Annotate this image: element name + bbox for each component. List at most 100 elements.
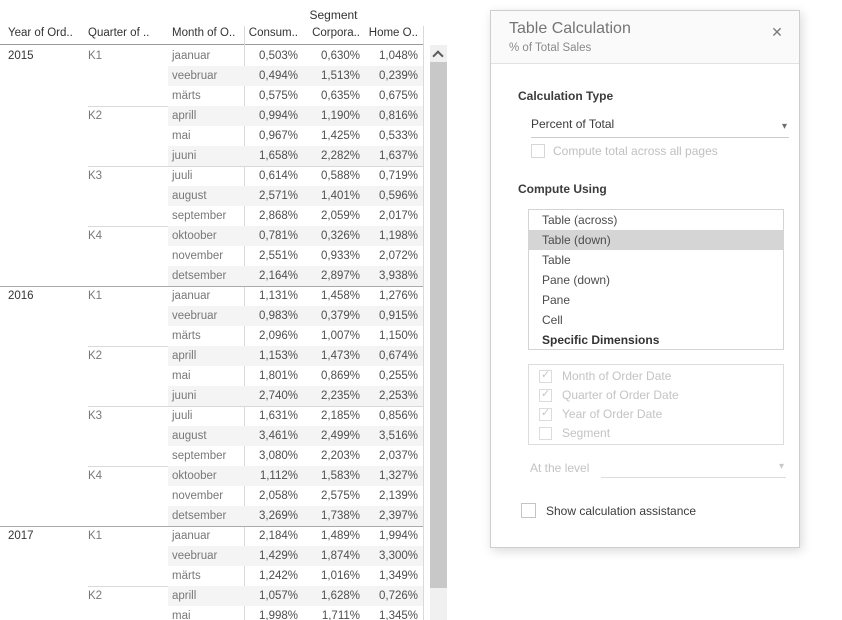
corporate-value-cell[interactable]: 1,458% bbox=[320, 290, 360, 302]
month-cell[interactable]: november bbox=[172, 250, 224, 262]
column-header-quarter[interactable]: Quarter of .. bbox=[88, 27, 150, 39]
corporate-value-cell[interactable]: 1,190% bbox=[320, 110, 360, 122]
year-cell[interactable]: 2015 bbox=[8, 50, 34, 62]
home-office-value-cell[interactable]: 2,017% bbox=[378, 210, 418, 222]
home-office-value-cell[interactable]: 0,239% bbox=[378, 70, 418, 82]
home-office-value-cell[interactable]: 0,856% bbox=[378, 410, 418, 422]
home-office-value-cell[interactable]: 1,327% bbox=[378, 470, 418, 482]
consumer-value-cell[interactable]: 2,058% bbox=[258, 490, 298, 502]
corporate-value-cell[interactable]: 1,738% bbox=[320, 510, 360, 522]
month-cell[interactable]: mai bbox=[172, 610, 191, 620]
consumer-value-cell[interactable]: 1,131% bbox=[258, 290, 298, 302]
consumer-value-cell[interactable]: 1,658% bbox=[258, 150, 298, 162]
quarter-cell[interactable]: K2 bbox=[88, 590, 103, 602]
consumer-value-cell[interactable]: 2,571% bbox=[258, 190, 298, 202]
corporate-value-cell[interactable]: 0,630% bbox=[320, 50, 360, 62]
compute-using-option[interactable]: Table bbox=[542, 253, 571, 267]
quarter-cell[interactable]: K4 bbox=[88, 470, 103, 482]
corporate-value-cell[interactable]: 1,489% bbox=[320, 530, 360, 542]
month-cell[interactable]: november bbox=[172, 490, 224, 502]
consumer-value-cell[interactable]: 3,269% bbox=[258, 510, 298, 522]
quarter-cell[interactable]: K4 bbox=[88, 230, 103, 242]
month-cell[interactable]: jaanuar bbox=[172, 530, 211, 542]
consumer-value-cell[interactable]: 1,801% bbox=[258, 370, 298, 382]
consumer-value-cell[interactable]: 3,461% bbox=[258, 430, 298, 442]
corporate-value-cell[interactable]: 0,588% bbox=[320, 170, 360, 182]
corporate-value-cell[interactable]: 1,007% bbox=[320, 330, 360, 342]
compute-using-list[interactable]: Table (across) Table (down) Table Pane (dow… bbox=[528, 209, 784, 350]
calculation-type-dropdown[interactable]: Percent of Total ▾ bbox=[531, 113, 789, 138]
consumer-value-cell[interactable]: 0,575% bbox=[258, 90, 298, 102]
home-office-value-cell[interactable]: 1,048% bbox=[378, 50, 418, 62]
home-office-value-cell[interactable]: 0,674% bbox=[378, 350, 418, 362]
compute-using-option[interactable]: Specific Dimensions bbox=[542, 333, 660, 347]
column-header-home-office[interactable]: Home O.. bbox=[368, 27, 418, 39]
corporate-value-cell[interactable]: 0,933% bbox=[320, 250, 360, 262]
month-cell[interactable]: juuli bbox=[172, 410, 193, 422]
quarter-cell[interactable]: K2 bbox=[88, 350, 103, 362]
compute-using-option[interactable]: Table (down) bbox=[529, 230, 783, 250]
compute-using-option[interactable]: Pane (down) bbox=[542, 273, 611, 287]
compute-using-option[interactable]: Cell bbox=[542, 313, 563, 327]
column-header-year[interactable]: Year of Ord.. bbox=[8, 27, 73, 39]
home-office-value-cell[interactable]: 0,915% bbox=[378, 310, 418, 322]
consumer-value-cell[interactable]: 0,781% bbox=[258, 230, 298, 242]
home-office-value-cell[interactable]: 0,533% bbox=[378, 130, 418, 142]
home-office-value-cell[interactable]: 0,596% bbox=[378, 190, 418, 202]
month-cell[interactable]: detsember bbox=[172, 510, 227, 522]
corporate-value-cell[interactable]: 2,203% bbox=[320, 450, 360, 462]
corporate-value-cell[interactable]: 0,869% bbox=[320, 370, 360, 382]
month-cell[interactable]: aprill bbox=[172, 350, 197, 362]
home-office-value-cell[interactable]: 3,938% bbox=[378, 270, 418, 282]
corporate-value-cell[interactable]: 1,473% bbox=[320, 350, 360, 362]
corporate-value-cell[interactable]: 2,282% bbox=[320, 150, 360, 162]
corporate-value-cell[interactable]: 2,575% bbox=[320, 490, 360, 502]
corporate-value-cell[interactable]: 1,425% bbox=[320, 130, 360, 142]
scrollbar-thumb[interactable] bbox=[430, 62, 447, 588]
compute-using-option[interactable]: Table (across) bbox=[542, 213, 618, 227]
quarter-cell[interactable]: K1 bbox=[88, 50, 103, 62]
month-cell[interactable]: september bbox=[172, 450, 227, 462]
scroll-up-button[interactable] bbox=[430, 45, 447, 62]
home-office-value-cell[interactable]: 1,637% bbox=[378, 150, 418, 162]
consumer-value-cell[interactable]: 2,164% bbox=[258, 270, 298, 282]
column-header-month[interactable]: Month of O.. bbox=[172, 27, 236, 39]
year-cell[interactable]: 2016 bbox=[8, 290, 34, 302]
corporate-value-cell[interactable]: 1,016% bbox=[320, 570, 360, 582]
consumer-value-cell[interactable]: 1,998% bbox=[258, 610, 298, 620]
month-cell[interactable]: oktoober bbox=[172, 230, 217, 242]
month-cell[interactable]: oktoober bbox=[172, 470, 217, 482]
close-icon[interactable]: ✕ bbox=[771, 24, 783, 40]
month-cell[interactable]: märts bbox=[172, 330, 201, 342]
quarter-cell[interactable]: K3 bbox=[88, 170, 103, 182]
quarter-cell[interactable]: K2 bbox=[88, 110, 103, 122]
vertical-scrollbar[interactable] bbox=[430, 45, 447, 620]
consumer-value-cell[interactable]: 0,967% bbox=[258, 130, 298, 142]
month-cell[interactable]: august bbox=[172, 430, 207, 442]
home-office-value-cell[interactable]: 2,253% bbox=[378, 390, 418, 402]
consumer-value-cell[interactable]: 1,153% bbox=[258, 350, 298, 362]
month-cell[interactable]: märts bbox=[172, 90, 201, 102]
home-office-value-cell[interactable]: 0,726% bbox=[378, 590, 418, 602]
month-cell[interactable]: jaanuar bbox=[172, 50, 211, 62]
consumer-value-cell[interactable]: 1,057% bbox=[258, 590, 298, 602]
month-cell[interactable]: veebruar bbox=[172, 550, 218, 562]
consumer-value-cell[interactable]: 2,868% bbox=[258, 210, 298, 222]
consumer-value-cell[interactable]: 2,740% bbox=[258, 390, 298, 402]
consumer-value-cell[interactable]: 0,994% bbox=[258, 110, 298, 122]
month-cell[interactable]: mai bbox=[172, 130, 191, 142]
month-cell[interactable]: juuni bbox=[172, 390, 197, 402]
segment-column-group-header[interactable]: Segment bbox=[309, 8, 358, 22]
consumer-value-cell[interactable]: 2,184% bbox=[258, 530, 298, 542]
corporate-value-cell[interactable]: 0,326% bbox=[320, 230, 360, 242]
home-office-value-cell[interactable]: 0,255% bbox=[378, 370, 418, 382]
corporate-value-cell[interactable]: 1,711% bbox=[321, 610, 360, 620]
month-cell[interactable]: september bbox=[172, 210, 227, 222]
month-cell[interactable]: aprill bbox=[172, 110, 197, 122]
month-cell[interactable]: märts bbox=[172, 570, 201, 582]
consumer-value-cell[interactable]: 0,983% bbox=[258, 310, 298, 322]
compute-using-option[interactable]: Pane bbox=[542, 293, 571, 307]
corporate-value-cell[interactable]: 1,583% bbox=[320, 470, 360, 482]
year-cell[interactable]: 2017 bbox=[8, 530, 34, 542]
home-office-value-cell[interactable]: 3,516% bbox=[378, 430, 418, 442]
